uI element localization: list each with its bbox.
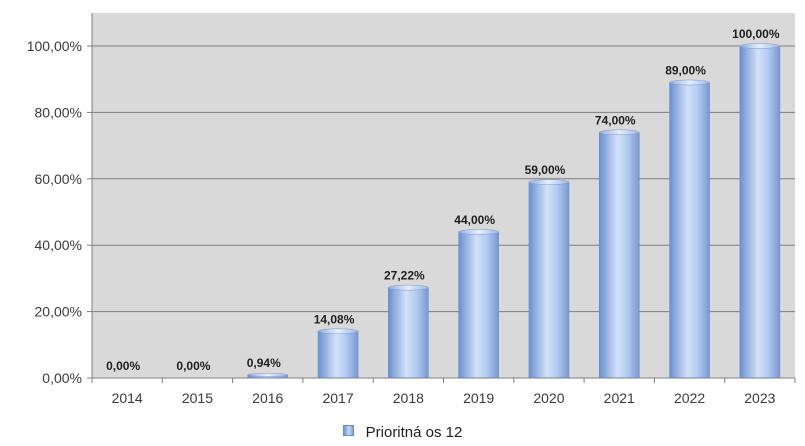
- y-tick-label: 100,00%: [27, 38, 82, 54]
- x-tick-label: 2017: [322, 390, 353, 406]
- bar-top: [669, 79, 710, 86]
- x-tick-label: 2020: [533, 390, 564, 406]
- data-label: 44,00%: [454, 213, 495, 227]
- legend-swatch-icon: [342, 425, 354, 436]
- legend: Prioritná os 12: [0, 424, 805, 442]
- bar: [388, 287, 429, 379]
- data-label: 59,00%: [525, 163, 566, 177]
- bar: [317, 330, 359, 379]
- legend-label: Prioritná os 12: [365, 424, 463, 441]
- data-label: 0,94%: [247, 356, 281, 370]
- data-label: 14,08%: [314, 312, 355, 326]
- x-axis: 2014 2015 2016 2017 2018 2019 2020 2021 2022 2023: [91, 377, 796, 406]
- data-labels: 0,00% 0,00% 0,94% 14,08% 27,22% 44,00% 59,00% 7…: [106, 27, 780, 373]
- x-tick-label: 2018: [393, 390, 424, 406]
- bar: [458, 231, 499, 379]
- x-tick-label: 2015: [182, 390, 213, 406]
- y-tick-label: 40,00%: [35, 237, 82, 253]
- data-label: 74,00%: [595, 113, 636, 127]
- bar-top: [599, 129, 640, 136]
- bar-top: [458, 229, 499, 235]
- y-tick-label: 80,00%: [35, 104, 82, 120]
- y-tick-label: 20,00%: [35, 304, 82, 320]
- x-tick-label: 2016: [252, 390, 283, 406]
- bar-top: [739, 43, 781, 49]
- bar: [739, 45, 781, 379]
- data-label: 0,00%: [106, 359, 140, 373]
- bar-top: [528, 179, 570, 185]
- y-axis: 0,00% 20,00% 40,00% 60,00% 80,00% 100,00%: [27, 13, 93, 386]
- x-tick-label: 2022: [674, 390, 705, 406]
- bar-top: [247, 373, 288, 377]
- data-label: 27,22%: [384, 269, 425, 283]
- data-label: 100,00%: [732, 27, 780, 41]
- data-label: 0,00%: [176, 359, 210, 373]
- bar: [669, 82, 710, 379]
- y-tick-label: 60,00%: [35, 171, 82, 187]
- x-tick-label: 2019: [463, 390, 494, 406]
- bars: [247, 43, 781, 379]
- x-tick-label: 2014: [112, 390, 143, 406]
- y-tick-label: 0,00%: [42, 370, 82, 386]
- x-tick-label: 2023: [744, 390, 775, 406]
- bar-top: [317, 328, 359, 335]
- bar-top: [388, 284, 429, 291]
- x-tick-label: 2021: [604, 390, 635, 406]
- bar: [598, 132, 640, 379]
- data-label: 89,00%: [665, 64, 706, 78]
- bar: [528, 181, 570, 379]
